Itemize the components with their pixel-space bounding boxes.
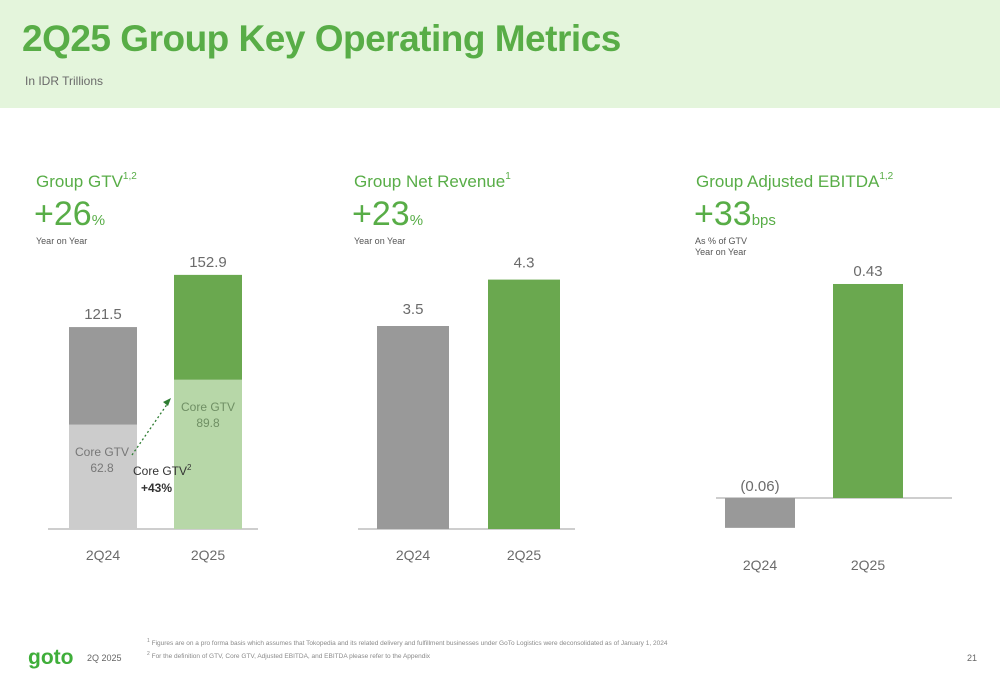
revenue-title-sup: 1 <box>505 171 511 182</box>
gtv-total-label-2Q24: 121.5 <box>84 306 122 323</box>
ebitda-bar-2Q24 <box>725 498 795 528</box>
footnotes: 1 Figures are on a pro forma basis which… <box>147 636 667 662</box>
header-band <box>0 0 1000 108</box>
revenue-title-text: Group Net Revenue <box>354 172 506 191</box>
revenue-panel-title: Group Net Revenue1 <box>354 171 511 192</box>
footnote-2: 2 For the definition of GTV, Core GTV, A… <box>147 649 667 662</box>
ebitda-category-label-2Q25: 2Q25 <box>851 557 885 573</box>
gtv-core-bar-2Q24 <box>69 424 137 529</box>
revenue-note: Year on Year <box>354 236 405 247</box>
gtv-core-value-2Q25: 89.8 <box>196 416 220 430</box>
revenue-category-label-2Q25: 2Q25 <box>507 547 541 563</box>
revenue-growth-value: +23 <box>352 195 410 233</box>
gtv-title-text: Group GTV <box>36 172 123 191</box>
gtv-noncore-bar-2Q25 <box>174 274 242 380</box>
gtv-growth-metric: +26% <box>34 197 105 231</box>
ebitda-margin-metric: +33bps <box>694 197 776 231</box>
gtv-panel-title: Group GTV1,2 <box>36 171 137 192</box>
footer-period: 2Q 2025 <box>87 653 122 663</box>
ebitda-note: As % of GTV Year on Year <box>695 236 747 258</box>
footnote-2-marker: 2 <box>147 651 150 658</box>
footnote-1-marker: 1 <box>147 638 150 644</box>
page-subtitle: In IDR Trillions <box>25 74 104 88</box>
gtv-core-value-2Q24: 62.8 <box>90 461 114 475</box>
ebitda-category-label-2Q24: 2Q24 <box>743 557 777 573</box>
gtv-growth-arrow-line <box>131 402 169 456</box>
ebitda-value-label-2Q25: 0.43 <box>853 263 882 280</box>
gtv-note: Year on Year <box>36 236 87 247</box>
gtv-growth-value: +26 <box>34 195 92 233</box>
ebitda-margin-value: +33 <box>694 195 752 233</box>
gtv-growth-unit: % <box>91 212 106 229</box>
revenue-category-label-2Q24: 2Q24 <box>396 547 430 563</box>
gtv-growth-arrow-head <box>163 398 171 406</box>
gtv-total-label-2Q25: 152.9 <box>189 254 227 271</box>
revenue-value-label-2Q24: 3.5 <box>403 301 424 318</box>
goto-logo: goto <box>28 646 73 669</box>
ebitda-note-line-2: Year on Year <box>695 247 747 257</box>
ebitda-note-line-1: As % of GTV <box>695 236 748 246</box>
gtv-core-bar-2Q25 <box>174 379 242 529</box>
gtv-core-name-2Q25: Core GTV <box>181 400 235 414</box>
page-number: 21 <box>967 653 978 663</box>
ebitda-value-label-2Q24: (0.06) <box>740 478 779 495</box>
gtv-category-label-2Q24: 2Q24 <box>86 547 120 563</box>
revenue-note-line: Year on Year <box>354 236 406 246</box>
gtv-core-name-2Q24: Core GTV <box>75 445 129 459</box>
revenue-bar-2Q24 <box>377 326 449 529</box>
ebitda-title-text: Group Adjusted EBITDA <box>696 172 880 191</box>
goto-logo-text: goto <box>28 646 73 669</box>
gtv-noncore-bar-2Q24 <box>69 327 137 425</box>
footnote-2-text: For the definition of GTV, Core GTV, Adj… <box>151 653 431 661</box>
gtv-title-sup: 1,2 <box>122 171 137 182</box>
ebitda-panel-title: Group Adjusted EBITDA1,2 <box>696 171 893 192</box>
gtv-note-line: Year on Year <box>36 236 88 246</box>
ebitda-title-sup: 1,2 <box>879 171 894 182</box>
revenue-growth-unit: % <box>409 212 424 229</box>
gtv-core-growth-label: Core GTV2 <box>133 463 192 478</box>
ebitda-margin-unit: bps <box>751 212 776 229</box>
gtv-core-growth-value: +43% <box>141 481 172 495</box>
revenue-bar-2Q25 <box>488 279 560 529</box>
gtv-category-label-2Q25: 2Q25 <box>191 547 225 563</box>
footnote-1: 1 Figures are on a pro forma basis which… <box>147 636 667 649</box>
revenue-growth-metric: +23% <box>352 197 423 231</box>
ebitda-bar-2Q25 <box>833 283 903 498</box>
revenue-value-label-2Q25: 4.3 <box>514 255 535 272</box>
footnote-1-text: Figures are on a pro forma basis which a… <box>151 640 668 648</box>
page-title: 2Q25 Group Key Operating Metrics <box>22 18 621 59</box>
